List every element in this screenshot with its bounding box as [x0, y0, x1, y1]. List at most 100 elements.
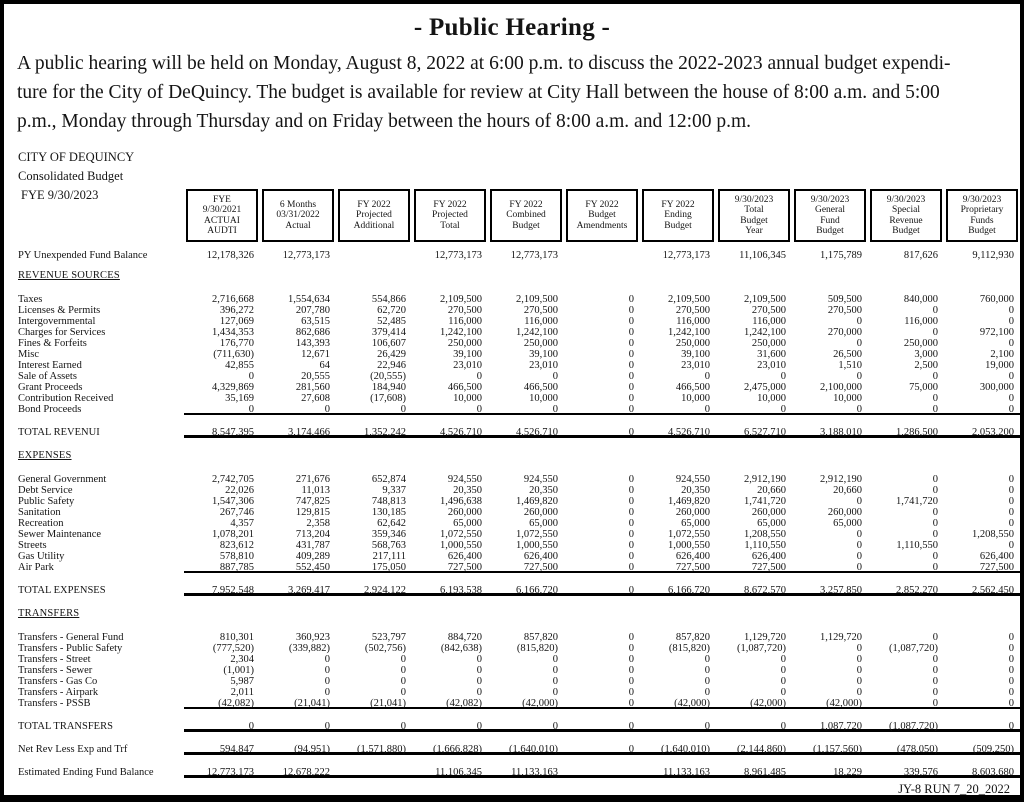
- value-cell: 3,174,466: [288, 427, 330, 438]
- table-row: Intergovernmental 127,069 63,515 52,485 116,…: [18, 316, 1020, 327]
- value-cell: 0: [856, 551, 862, 562]
- value-cell: 0: [932, 485, 938, 496]
- value-cell: 116,000: [524, 316, 558, 327]
- value-cell: (94,951): [294, 744, 330, 755]
- table-row: Interest Earned 42,855 64 22,946 23,010 23,01…: [18, 360, 1020, 371]
- value-cell: 0: [856, 540, 862, 551]
- value-cell: 12,773,173: [662, 250, 710, 261]
- value-cell: 62,642: [377, 518, 406, 529]
- org-subtitle: Consolidated Budget: [18, 169, 124, 183]
- value-cell: 810,301: [219, 632, 254, 643]
- row-values: (777,520) (339,882) (502,756) (842,638) (815…: [184, 643, 1020, 654]
- column-header-line: Combined: [506, 210, 546, 221]
- row-label: Sewer Maintenance: [18, 529, 102, 540]
- table-row: Fines & Forfeits 176,770 143,393 106,607 250…: [18, 338, 1020, 349]
- row-label: TRANSFERS: [18, 608, 80, 619]
- value-cell: 39,100: [681, 349, 710, 360]
- value-cell: 379,414: [371, 327, 406, 338]
- value-cell: 260,000: [827, 507, 862, 518]
- row-label: TOTAL REVENUI: [18, 427, 100, 438]
- value-cell: 0: [1008, 474, 1014, 485]
- value-cell: 2,358: [306, 518, 330, 529]
- value-cell: 0: [628, 382, 634, 393]
- value-cell: 20,660: [757, 485, 786, 496]
- value-cell: 0: [628, 585, 634, 596]
- table-row: Charges for Services 1,434,353 862,686 379,…: [18, 327, 1020, 338]
- row-label: Net Rev Less Exp and Trf: [18, 744, 128, 755]
- row-label: Sanitation: [18, 507, 61, 518]
- row-label: REVENUE SOURCES: [18, 270, 120, 281]
- value-cell: 20,350: [529, 485, 558, 496]
- value-cell: 0: [628, 294, 634, 305]
- value-cell: 652,874: [371, 474, 406, 485]
- value-cell: 0: [1008, 721, 1014, 732]
- value-cell: 35,169: [225, 393, 254, 404]
- value-cell: 509,500: [827, 294, 862, 305]
- value-cell: 1,072,550: [668, 529, 710, 540]
- value-cell: 12,773,173: [206, 767, 254, 778]
- table-row: TOTAL EXPENSES 7,952,548 3,269,417 2,924,12…: [18, 585, 1020, 596]
- value-cell: 2,475,000: [744, 382, 786, 393]
- value-cell: (815,820): [516, 643, 558, 654]
- section-header-row: TRANSFERS: [18, 608, 1020, 619]
- value-cell: 0: [628, 393, 634, 404]
- value-cell: 466,500: [447, 382, 482, 393]
- row-values: 1,434,353 862,686 379,414 1,242,100 1,242,10…: [184, 327, 1020, 338]
- row-label: Recreation: [18, 518, 64, 529]
- value-cell: 727,500: [447, 562, 482, 573]
- value-cell: 0: [552, 676, 558, 687]
- value-cell: 0: [628, 427, 634, 438]
- column-header-line: Budget: [816, 226, 844, 236]
- table-row: Sale of Assets 0 20,555 (20,555) 0 0 0 0 0 0 0 0: [18, 371, 1020, 382]
- value-cell: 39,100: [453, 349, 482, 360]
- value-cell: 6,193,538: [440, 585, 482, 596]
- value-cell: (815,820): [668, 643, 710, 654]
- value-cell: 0: [932, 654, 938, 665]
- value-cell: 270,500: [675, 305, 710, 316]
- value-cell: 3,269,417: [288, 585, 330, 596]
- value-cell: 281,560: [295, 382, 330, 393]
- value-cell: 6,166,720: [516, 585, 558, 596]
- column-header: FY 2022 Budget Amendments: [566, 189, 638, 242]
- value-cell: 396,272: [219, 305, 254, 316]
- value-cell: 2,053,200: [972, 427, 1014, 438]
- column-header: FY 2022 Projected Additional: [338, 189, 410, 242]
- value-cell: [336, 250, 412, 261]
- org-name: CITY OF DEQUINCY: [18, 150, 135, 164]
- value-cell: 0: [628, 698, 634, 709]
- table-row: Taxes 2,716,668 1,554,634 554,866 2,109,500 2…: [18, 294, 1020, 305]
- row-label: Bond Proceeds: [18, 404, 82, 415]
- value-cell: 0: [628, 507, 634, 518]
- value-cell: 760,000: [979, 294, 1014, 305]
- value-cell: 207,780: [295, 305, 330, 316]
- row-values: 2,742,705 271,676 652,874 924,550 924,550 0 92…: [184, 474, 1020, 485]
- value-cell: 568,763: [371, 540, 406, 551]
- value-cell: 0: [704, 404, 710, 415]
- column-header: 9/30/2023 Total Budget Year: [718, 189, 790, 242]
- value-cell: 0: [1008, 485, 1014, 496]
- table-row: Transfers - Airpark 2,011 0 0 0 0 0 0 0 0 0 0: [18, 687, 1020, 698]
- value-cell: 0: [932, 551, 938, 562]
- row-values: 267,746 129,815 130,185 260,000 260,000 0 260,…: [184, 507, 1020, 518]
- value-cell: (1,571,880): [357, 744, 406, 755]
- column-header-line: FY 2022: [661, 199, 695, 210]
- value-cell: 626,400: [523, 551, 558, 562]
- value-cell: 0: [1008, 496, 1014, 507]
- row-label: Debt Service: [18, 485, 73, 496]
- value-cell: 0: [856, 496, 862, 507]
- value-cell: 9,337: [382, 485, 406, 496]
- value-cell: 0: [856, 316, 862, 327]
- value-cell: 0: [1008, 316, 1014, 327]
- column-header: FYE 9/30/2021 ACTUAI AUDTI: [186, 189, 258, 242]
- value-cell: 0: [704, 676, 710, 687]
- value-cell: 552,450: [295, 562, 330, 573]
- value-cell: (20,555): [370, 371, 406, 382]
- value-cell: 0: [932, 393, 938, 404]
- value-cell: 2,109,500: [744, 294, 786, 305]
- value-cell: 300,000: [979, 382, 1014, 393]
- column-header-line: Projected: [356, 210, 392, 221]
- hearing-notice: A public hearing will be held on Monday,…: [17, 49, 1010, 136]
- table-row: General Government 2,742,705 271,676 652,87…: [18, 474, 1020, 485]
- value-cell: 270,500: [523, 305, 558, 316]
- value-cell: 626,400: [751, 551, 786, 562]
